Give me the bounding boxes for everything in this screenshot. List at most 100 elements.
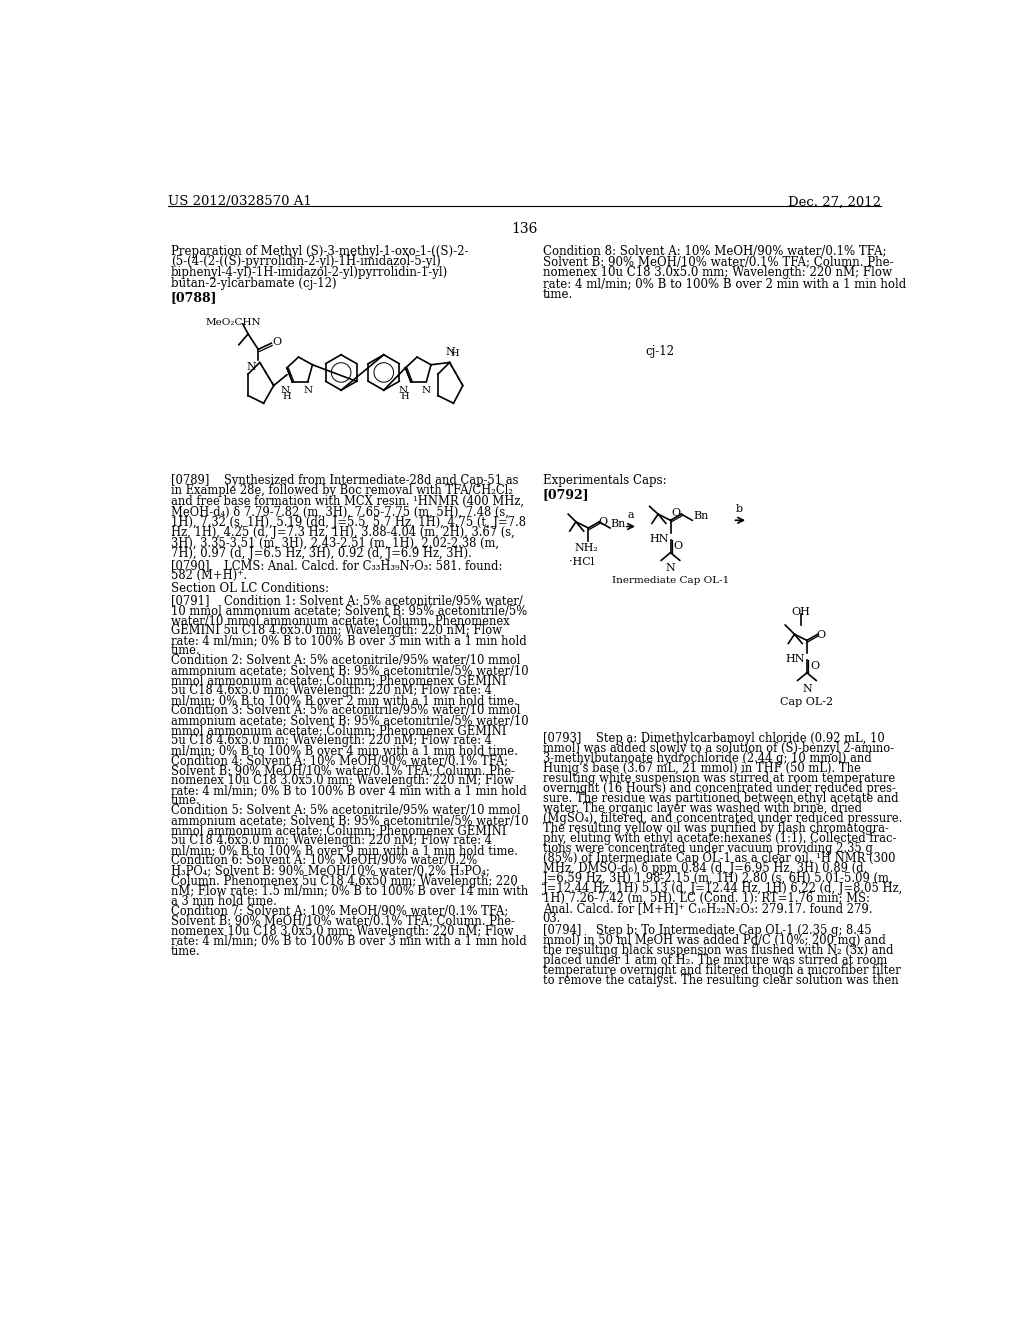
Text: 3-methylbutanoate hydrochloride (2.44 g; 10 mmol) and: 3-methylbutanoate hydrochloride (2.44 g;… [543,752,871,766]
Text: placed under 1 atm of H₂. The mixture was stirred at room: placed under 1 atm of H₂. The mixture wa… [543,954,887,966]
Text: Condition 5: Solvent A: 5% acetonitrile/95% water/10 mmol: Condition 5: Solvent A: 5% acetonitrile/… [171,804,520,817]
Text: rate: 4 ml/min; 0% B to 100% B over 3 min with a 1 min hold: rate: 4 ml/min; 0% B to 100% B over 3 mi… [171,635,526,647]
Text: Condition 3: Solvent A: 5% acetonitrile/95% water/10 mmol: Condition 3: Solvent A: 5% acetonitrile/… [171,705,520,717]
Text: 7H), 0.97 (d, J=6.5 Hz, 3H), 0.92 (d, J=6.9 Hz, 3H).: 7H), 0.97 (d, J=6.5 Hz, 3H), 0.92 (d, J=… [171,546,471,560]
Text: NH₂: NH₂ [574,544,599,553]
Text: in Example 28e, followed by Boc removal with TFA/CH₂Cl₂: in Example 28e, followed by Boc removal … [171,484,513,498]
Text: time.: time. [171,945,201,957]
Text: [0794]    Step b: To Intermediate Cap OL-1 (2.35 g; 8.45: [0794] Step b: To Intermediate Cap OL-1 … [543,924,871,937]
Text: [0788]: [0788] [171,290,217,304]
Text: N: N [445,347,456,358]
Text: GEMINI 5u C18 4.6x5.0 mm; Wavelength: 220 nM; Flow: GEMINI 5u C18 4.6x5.0 mm; Wavelength: 22… [171,624,502,638]
Text: to remove the catalyst. The resulting clear solution was then: to remove the catalyst. The resulting cl… [543,974,898,987]
Text: mmol ammonium acetate; Column: Phenomenex GEMINI: mmol ammonium acetate; Column: Phenomene… [171,675,506,688]
Text: mmol ammonium acetate; Column: Phenomenex GEMINI: mmol ammonium acetate; Column: Phenomene… [171,725,506,738]
Text: HN: HN [649,535,669,544]
Text: rate: 4 ml/min; 0% B to 100% B over 3 min with a 1 min hold: rate: 4 ml/min; 0% B to 100% B over 3 mi… [171,935,526,948]
Text: cj-12: cj-12 [646,345,675,358]
Text: 5u C18 4.6x5.0 mm; Wavelength: 220 nM; Flow rate: 4: 5u C18 4.6x5.0 mm; Wavelength: 220 nM; F… [171,734,492,747]
Text: [0793]    Step a: Dimethylcarbamoyl chloride (0.92 mL, 10: [0793] Step a: Dimethylcarbamoyl chlorid… [543,733,885,744]
Text: Inermediate Cap OL-1: Inermediate Cap OL-1 [612,576,729,585]
Text: the resulting black suspension was flushed with N₂ (3x) and: the resulting black suspension was flush… [543,944,893,957]
Text: time.: time. [543,288,572,301]
Text: O: O [672,508,681,517]
Text: (5-(4-(2-((S)-pyrrolidin-2-yl)-1H-imidazol-5-yl): (5-(4-(2-((S)-pyrrolidin-2-yl)-1H-imidaz… [171,256,440,268]
Text: nomenex 10u C18 3.0x5.0 mm; Wavelength: 220 nM; Flow: nomenex 10u C18 3.0x5.0 mm; Wavelength: … [543,267,892,280]
Text: Condition 2: Solvent A: 5% acetonitrile/95% water/10 mmol: Condition 2: Solvent A: 5% acetonitrile/… [171,655,520,668]
Text: [0792]: [0792] [543,488,589,502]
Text: 10 mmol ammonium acetate; Solvent B: 95% acetonitrile/5%: 10 mmol ammonium acetate; Solvent B: 95%… [171,605,526,618]
Text: 5u C18 4.6x5.0 mm; Wavelength: 220 nM; Flow rate: 4: 5u C18 4.6x5.0 mm; Wavelength: 220 nM; F… [171,834,492,847]
Text: mmol) in 50 ml MeOH was added Pd/C (10%; 200 mg) and: mmol) in 50 ml MeOH was added Pd/C (10%;… [543,933,886,946]
Text: b: b [736,504,743,515]
Text: 136: 136 [512,222,538,235]
Text: Solvent B: 90% MeOH/10% water/0.1% TFA; Column. Phe-: Solvent B: 90% MeOH/10% water/0.1% TFA; … [543,256,893,268]
Text: O: O [810,661,819,671]
Text: phy, eluting with ethyl acetate:hexanes (1:1). Collected frac-: phy, eluting with ethyl acetate:hexanes … [543,832,896,845]
Text: ammonium acetate; Solvent B: 95% acetonitrile/5% water/10: ammonium acetate; Solvent B: 95% acetoni… [171,814,528,828]
Text: O: O [674,541,683,550]
Text: 1H), 7.32 (s, 1H), 5.19 (dd, J=5.5, 5.7 Hz, 1H), 4.75 (t, J=7.8: 1H), 7.32 (s, 1H), 5.19 (dd, J=5.5, 5.7 … [171,516,525,529]
Text: Condition 4: Solvent A: 10% MeOH/90% water/0.1% TFA;: Condition 4: Solvent A: 10% MeOH/90% wat… [171,755,508,767]
Text: The resulting yellow oil was purified by flash chromatogra-: The resulting yellow oil was purified by… [543,822,889,836]
Text: 5u C18 4.6x5.0 mm; Wavelength: 220 nM; Flow rate: 4: 5u C18 4.6x5.0 mm; Wavelength: 220 nM; F… [171,684,492,697]
Text: Solvent B: 90% MeOH/10% water/0.1% TFA; Column. Phe-: Solvent B: 90% MeOH/10% water/0.1% TFA; … [171,915,515,928]
Text: Hz, 1H), 4.25 (d, J=7.3 Hz, 1H), 3.88-4.04 (m, 2H), 3.67 (s,: Hz, 1H), 4.25 (d, J=7.3 Hz, 1H), 3.88-4.… [171,527,514,539]
Text: sure. The residue was partitioned between ethyl acetate and: sure. The residue was partitioned betwee… [543,792,898,805]
Text: MHz, DMSO-d₆) δ ppm 0.84 (d, J=6.95 Hz, 3H) 0.89 (d,: MHz, DMSO-d₆) δ ppm 0.84 (d, J=6.95 Hz, … [543,862,867,875]
Text: Preparation of Methyl (S)-3-methyl-1-oxo-1-((S)-2-: Preparation of Methyl (S)-3-methyl-1-oxo… [171,244,468,257]
Text: H: H [451,348,459,358]
Text: 1H) 7.26-7.42 (m, 5H). LC (Cond. 1): RT=1.76 min; MS:: 1H) 7.26-7.42 (m, 5H). LC (Cond. 1): RT=… [543,892,869,906]
Text: N: N [281,387,289,395]
Text: Hunig’s base (3.67 mL, 21 mmol) in THF (50 mL). The: Hunig’s base (3.67 mL, 21 mmol) in THF (… [543,762,860,775]
Text: MeOH-d₄) δ 7.79-7.82 (m, 3H), 7.65-7.75 (m, 5H), 7.48 (s,: MeOH-d₄) δ 7.79-7.82 (m, 3H), 7.65-7.75 … [171,506,509,519]
Text: (85%) of Intermediate Cap OL-1 as a clear oil. ¹H NMR (300: (85%) of Intermediate Cap OL-1 as a clea… [543,853,895,865]
Text: tions were concentrated under vacuum providing 2.35 g: tions were concentrated under vacuum pro… [543,842,872,855]
Text: HN: HN [785,655,805,664]
Text: N: N [802,684,812,693]
Text: ml/min; 0% B to 100% B over 2 min with a 1 min hold time.: ml/min; 0% B to 100% B over 2 min with a… [171,694,517,708]
Text: Experimentals Caps:: Experimentals Caps: [543,474,667,487]
Text: time.: time. [171,644,201,657]
Text: 582 (M+H)⁺.: 582 (M+H)⁺. [171,569,247,582]
Text: and free base formation with MCX resin. ¹HNMR (400 MHz,: and free base formation with MCX resin. … [171,495,523,508]
Text: ammonium acetate; Solvent B: 95% acetonitrile/5% water/10: ammonium acetate; Solvent B: 95% acetoni… [171,664,528,677]
Text: Anal. Calcd. for [M+H]⁺ C₁₆H₂₂N₂O₃: 279.17. found 279.: Anal. Calcd. for [M+H]⁺ C₁₆H₂₂N₂O₃: 279.… [543,903,872,915]
Text: Column. Phenomenex 5u C18 4.6x50 mm; Wavelength: 220: Column. Phenomenex 5u C18 4.6x50 mm; Wav… [171,875,517,887]
Text: a: a [628,511,634,520]
Text: (MgSO₄), filtered, and concentrated under reduced pressure.: (MgSO₄), filtered, and concentrated unde… [543,812,902,825]
Text: ml/min; 0% B to 100% B over 9 min with a 1 min hold time.: ml/min; 0% B to 100% B over 9 min with a… [171,845,517,858]
Text: Section OL LC Conditions:: Section OL LC Conditions: [171,582,329,595]
Text: mmol ammonium acetate; Column: Phenomenex GEMINI: mmol ammonium acetate; Column: Phenomene… [171,825,506,837]
Text: Condition 7: Solvent A: 10% MeOH/90% water/0.1% TFA;: Condition 7: Solvent A: 10% MeOH/90% wat… [171,904,508,917]
Text: Condition 6: Solvent A: 10% MeOH/90% water/0.2%: Condition 6: Solvent A: 10% MeOH/90% wat… [171,854,477,867]
Text: N: N [246,362,256,372]
Text: Solvent B: 90% MeOH/10% water/0.1% TFA; Column. Phe-: Solvent B: 90% MeOH/10% water/0.1% TFA; … [171,764,515,777]
Text: H: H [400,392,409,401]
Text: Cap OL-2: Cap OL-2 [780,697,834,708]
Text: butan-2-ylcarbamate (cj-12): butan-2-ylcarbamate (cj-12) [171,277,336,290]
Text: Dec. 27, 2012: Dec. 27, 2012 [788,195,882,209]
Text: [0790]    LCMS: Anal. Calcd. for C₃₃H₃₉N₇O₃: 581. found:: [0790] LCMS: Anal. Calcd. for C₃₃H₃₉N₇O₃… [171,558,502,572]
Text: temperature overnight and filtered though a microfiber filter: temperature overnight and filtered thoug… [543,964,900,977]
Text: [0789]    Synthesized from Intermediate-28d and Cap-51 as: [0789] Synthesized from Intermediate-28d… [171,474,518,487]
Text: N: N [666,564,676,573]
Text: O: O [272,337,282,347]
Text: Bn: Bn [693,511,709,521]
Text: [0791]    Condition 1: Solvent A: 5% acetonitrile/95% water/: [0791] Condition 1: Solvent A: 5% aceton… [171,594,522,607]
Text: nomenex 10u C18 3.0x5.0 mm; Wavelength: 220 nM; Flow: nomenex 10u C18 3.0x5.0 mm; Wavelength: … [171,924,513,937]
Text: nM; Flow rate: 1.5 ml/min; 0% B to 100% B over 14 min with: nM; Flow rate: 1.5 ml/min; 0% B to 100% … [171,884,528,898]
Text: N: N [303,387,312,395]
Text: rate: 4 ml/min; 0% B to 100% B over 2 min with a 1 min hold: rate: 4 ml/min; 0% B to 100% B over 2 mi… [543,277,906,290]
Text: OH: OH [792,607,810,616]
Text: ·HCl: ·HCl [568,557,594,568]
Text: H: H [283,392,291,401]
Text: biphenyl-4-yl)-1H-imidazol-2-yl)pyrrolidin-1-yl): biphenyl-4-yl)-1H-imidazol-2-yl)pyrrolid… [171,267,447,280]
Text: water. The organic layer was washed with brine, dried: water. The organic layer was washed with… [543,803,861,816]
Text: J=12.44 Hz, 1H) 5.13 (d, J=12.44 Hz, 1H) 6.22 (d, J=8.05 Hz,: J=12.44 Hz, 1H) 5.13 (d, J=12.44 Hz, 1H)… [543,882,903,895]
Text: Bn: Bn [611,519,627,529]
Text: ammonium acetate; Solvent B: 95% acetonitrile/5% water/10: ammonium acetate; Solvent B: 95% acetoni… [171,714,528,727]
Text: mmol) was added slowly to a solution of (S)-benzyl 2-amino-: mmol) was added slowly to a solution of … [543,742,894,755]
Text: resulting white suspension was stirred at room temperature: resulting white suspension was stirred a… [543,772,895,785]
Text: N: N [422,387,431,395]
